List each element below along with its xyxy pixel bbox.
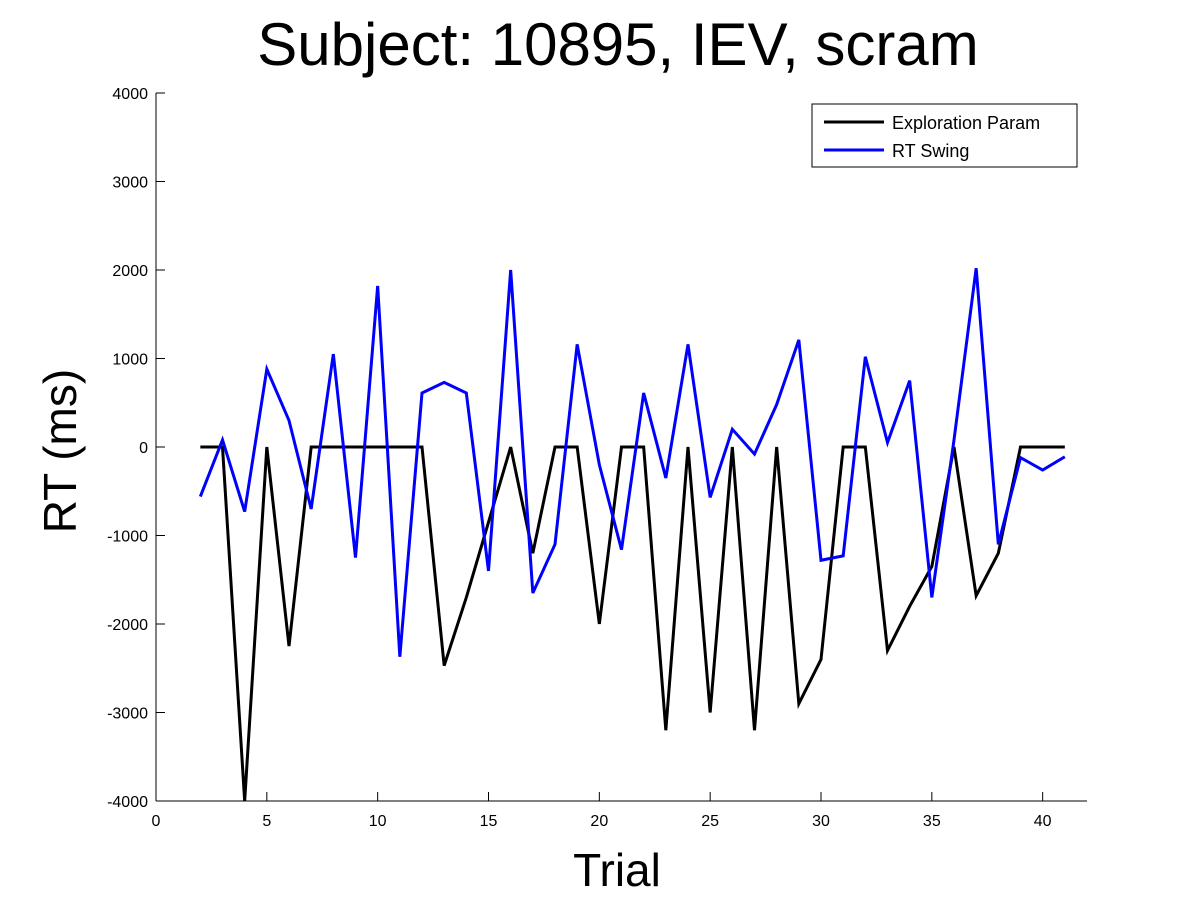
legend-label-rt-swing: RT Swing	[892, 141, 969, 161]
y-tick-label: 4000	[112, 86, 148, 103]
legend: Exploration Param RT Swing	[811, 103, 1078, 168]
x-tick-label: 20	[590, 813, 608, 830]
x-axis-label: Trial	[573, 844, 661, 896]
y-tick-label: -1000	[107, 529, 148, 546]
x-tick-label: 30	[812, 813, 830, 830]
x-tick-label: 0	[152, 813, 161, 830]
y-tick-label: -2000	[107, 617, 148, 634]
legend-box	[811, 103, 1078, 168]
series-line-exploration-param	[200, 445, 1065, 802]
series-line-rt-swing	[198, 268, 1066, 657]
y-tick-label: 0	[139, 440, 148, 457]
x-tick-label: 5	[262, 813, 271, 830]
y-tick-label: -3000	[107, 706, 148, 723]
y-axis-label: RT (ms)	[34, 369, 86, 533]
x-tick-label: 10	[369, 813, 387, 830]
x-tick-label: 15	[480, 813, 498, 830]
x-tick-label: 35	[923, 813, 941, 830]
plot-area	[198, 268, 1066, 802]
chart-title: Subject: 10895, IEV, scram	[257, 11, 979, 78]
y-tick-label: -4000	[107, 794, 148, 811]
y-tick-label: 2000	[112, 263, 148, 280]
x-tick-label: 40	[1034, 813, 1052, 830]
x-tick-label: 25	[701, 813, 719, 830]
y-tick-label: 1000	[112, 352, 148, 369]
axes: 0 5 10 15 20 25 30 35 40 -4000 -3000 -2000 -1000 0 100…	[107, 86, 1087, 830]
y-tick-label: 3000	[112, 175, 148, 192]
legend-label-exploration-param: Exploration Param	[892, 113, 1040, 133]
